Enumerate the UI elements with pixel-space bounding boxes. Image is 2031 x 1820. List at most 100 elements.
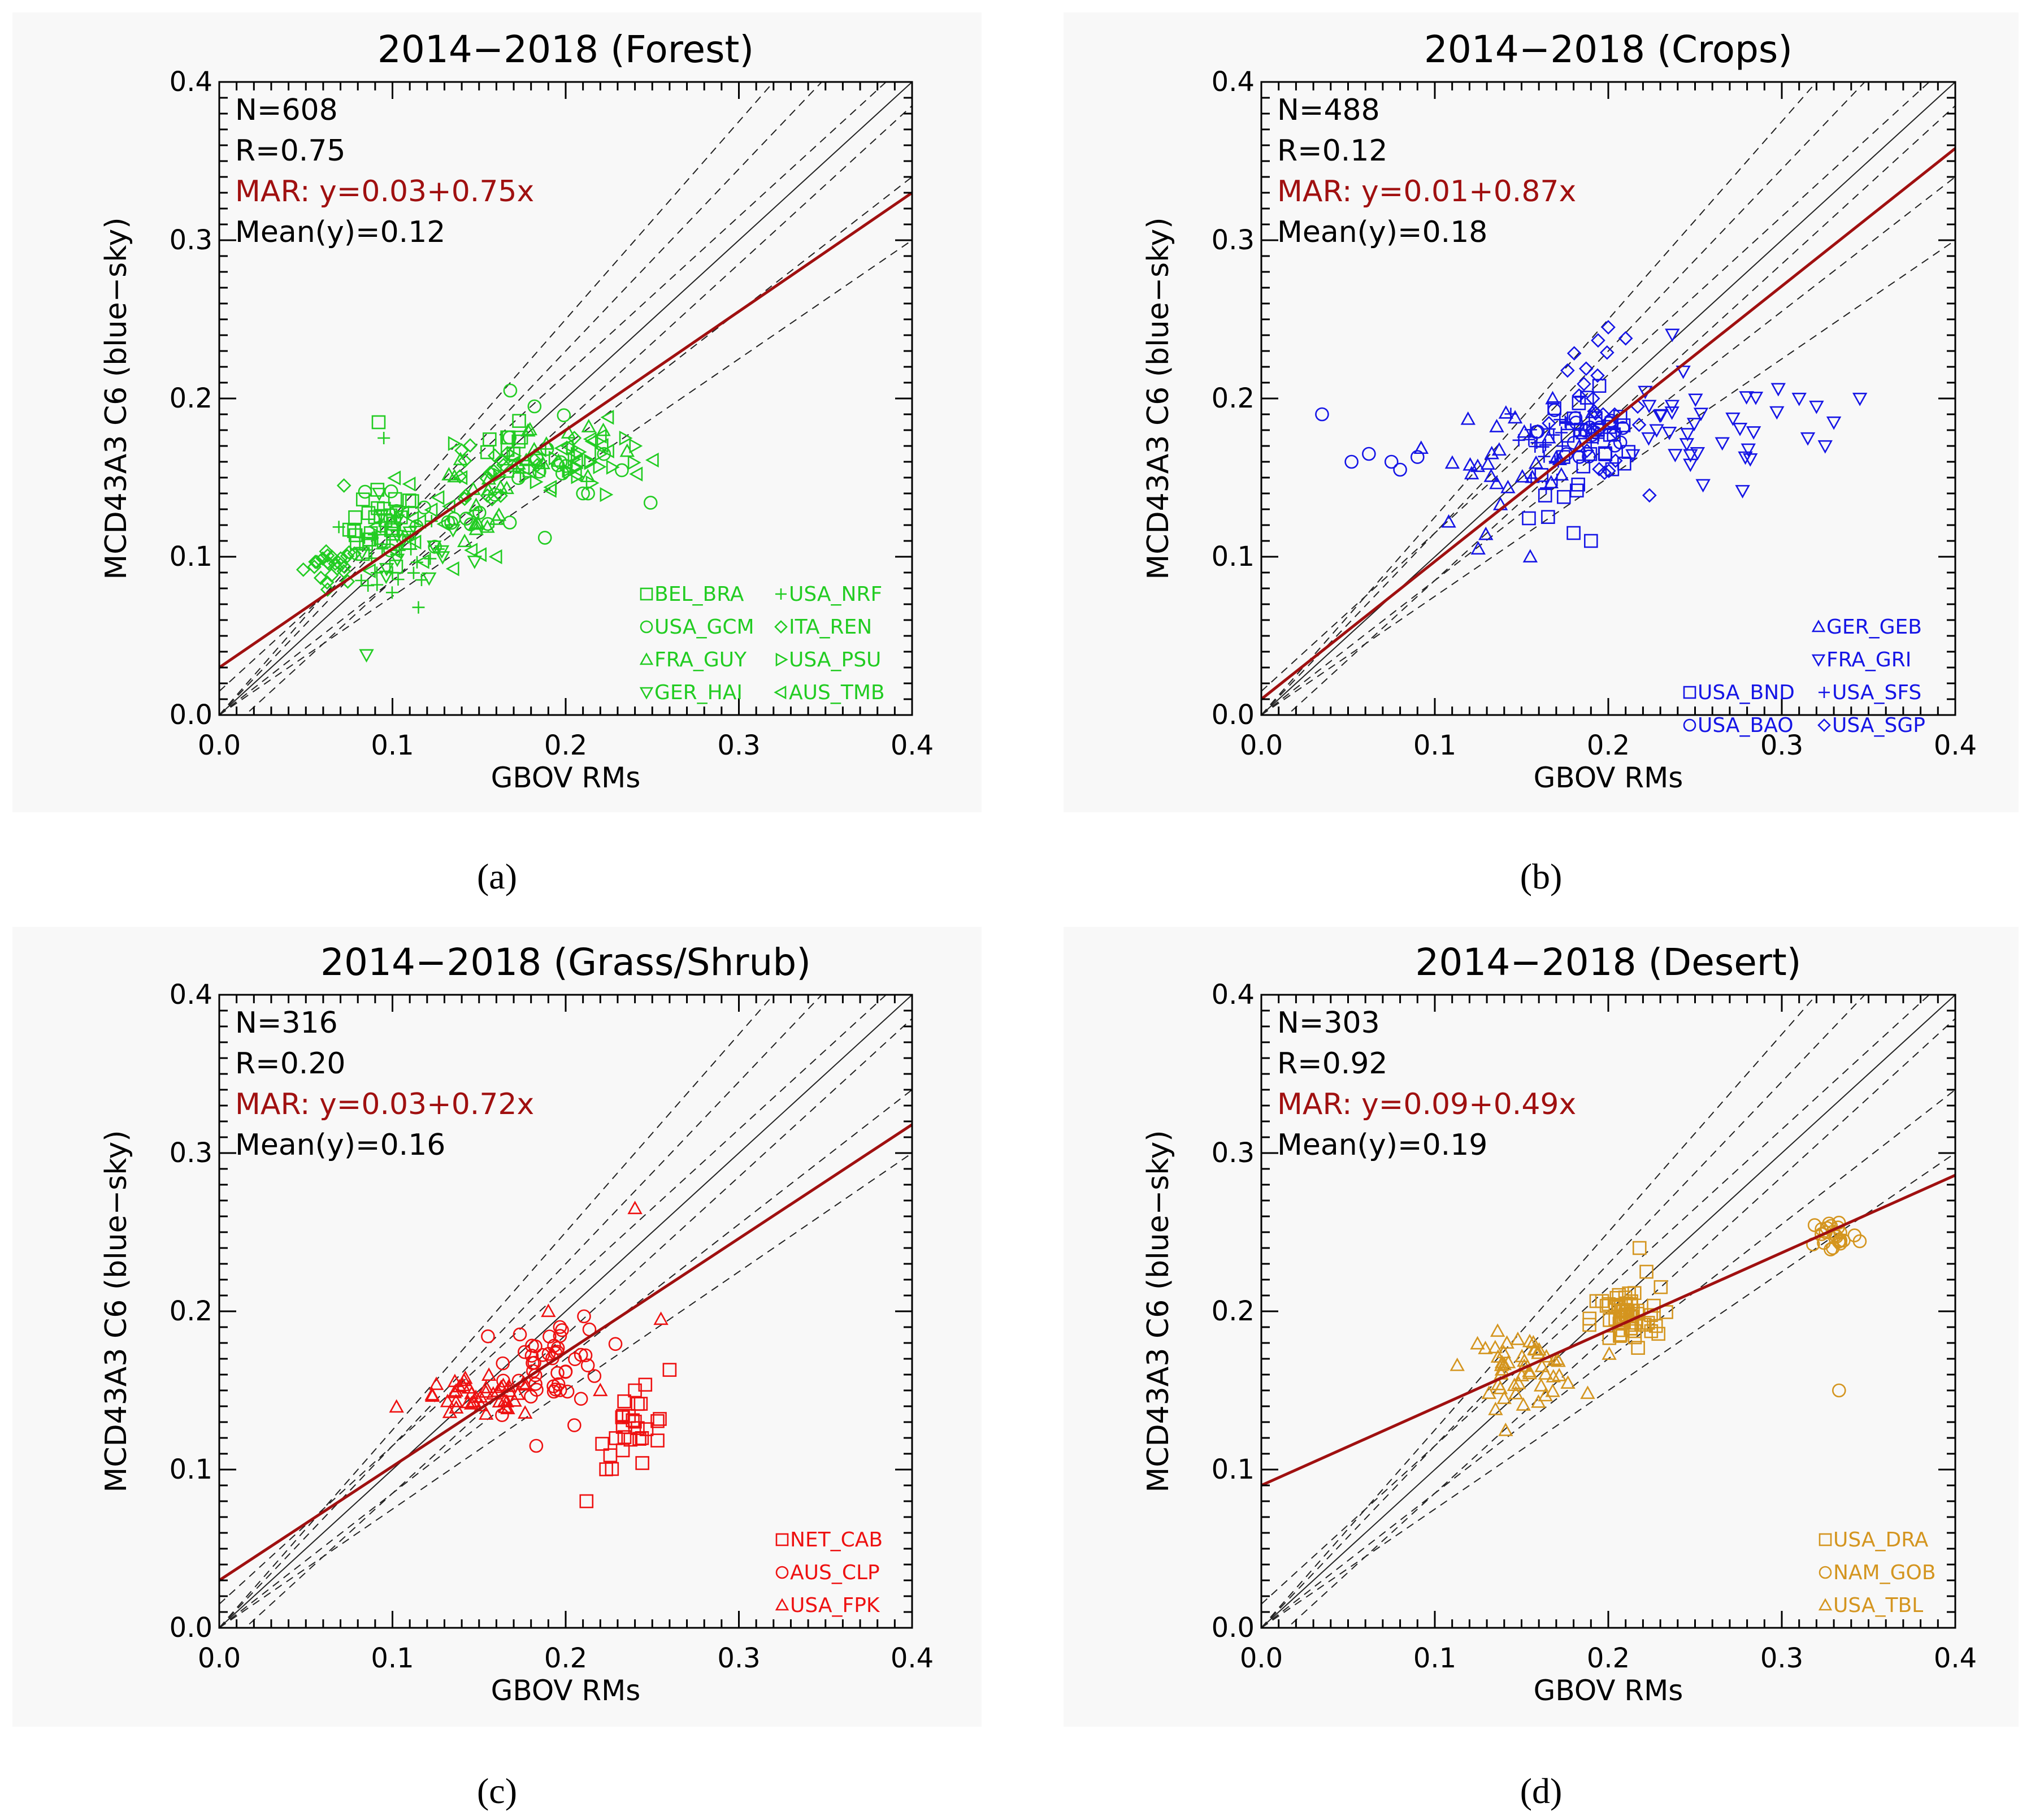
data-point-circle (1529, 425, 1543, 439)
data-point-triangle-up (479, 1380, 494, 1394)
data-point-circle (496, 1373, 510, 1388)
data-point-triangle-up (479, 1406, 494, 1420)
y-tick-label: 0.3 (170, 1137, 212, 1169)
data-point-circle (389, 504, 404, 518)
data-point-circle (1807, 1218, 1822, 1232)
data-point-plus (407, 566, 420, 579)
y-tick-label: 0.0 (170, 699, 212, 731)
data-point-triangle-up (1470, 541, 1486, 555)
data-point-circle (1411, 450, 1425, 464)
data-point-circle (528, 1377, 543, 1391)
data-point-triangle-down (1769, 406, 1785, 420)
legend-marker-square (640, 587, 653, 601)
data-point-triangle-up (428, 1376, 444, 1390)
data-point-circle (1582, 449, 1596, 464)
data-point-triangle-down (1680, 428, 1695, 442)
x-tick-label: 0.1 (371, 730, 414, 761)
data-point-triangle-up (1498, 405, 1514, 419)
data-point-triangle-up (1551, 1353, 1566, 1367)
data-point-square (405, 494, 419, 508)
data-point-square (362, 532, 377, 547)
data-point-square (368, 510, 383, 525)
data-point-triangle-up (1522, 549, 1538, 563)
data-point-square (1541, 510, 1555, 524)
y-tick-label: 0.3 (1212, 224, 1255, 256)
legend-marker-triangle-up (775, 1598, 789, 1611)
stat-r: R=0.92 (1277, 1047, 1387, 1081)
reference-dashed-line (244, 1018, 912, 1628)
data-point-diamond (1601, 320, 1616, 335)
data-point-square (1592, 379, 1607, 393)
data-point-diamond (493, 488, 508, 503)
data-point-triangle-down (1743, 453, 1758, 467)
data-point-circle (1315, 407, 1329, 422)
data-point-triangle-down (1852, 392, 1868, 406)
one-to-one-line (219, 82, 912, 715)
data-point-circle (530, 1383, 544, 1397)
data-point-triangle-up (498, 1399, 513, 1413)
chart-title: 2014−2018 (Grass/Shrub) (320, 941, 811, 984)
data-point-diamond (320, 582, 335, 597)
data-point-triangle-up (1496, 1390, 1512, 1405)
reference-dashed-line (1261, 240, 1955, 715)
stat-mean: Mean(y)=0.18 (1277, 215, 1487, 249)
data-point-triangle-up (1510, 1331, 1526, 1345)
data-point-circle (536, 1348, 550, 1362)
data-point-plus (377, 432, 390, 444)
data-point-square (595, 1437, 609, 1451)
reference-dashed-line (1286, 105, 1955, 715)
data-point-triangle-up (1538, 1366, 1553, 1380)
legend-marker-triangle-right (775, 652, 788, 667)
x-tick-label: 0.1 (1413, 1643, 1456, 1674)
data-point-circle (502, 515, 517, 530)
stat-r: R=0.12 (1277, 134, 1387, 168)
data-point-triangle-up (463, 1396, 479, 1410)
data-point-diamond (333, 551, 348, 566)
y-tick-label: 0.1 (1212, 1454, 1255, 1485)
plot-area (219, 995, 912, 1628)
data-point-triangle-up (1494, 1357, 1509, 1371)
data-point-triangle-up (1483, 469, 1499, 482)
data-point-square (617, 1394, 631, 1409)
data-point-circle (1831, 1220, 1845, 1234)
stat-mar-equation: MAR: y=0.09+0.49x (1277, 1087, 1576, 1121)
x-tick-label: 0.4 (1934, 1643, 1977, 1674)
data-point-triangle-down (1770, 383, 1786, 397)
legend-label: FRA_GUY (654, 648, 747, 671)
data-point-triangle-right (448, 436, 462, 451)
data-point-triangle-up (1531, 1394, 1546, 1408)
data-point-triangle-down (1625, 449, 1641, 463)
data-point-plus (1540, 482, 1553, 495)
regression-line (1261, 1173, 1955, 1487)
one-to-one-line (219, 995, 912, 1628)
data-point-plus (1504, 408, 1517, 421)
y-tick-label: 0.4 (170, 979, 212, 1011)
data-point-diamond (1591, 333, 1605, 348)
data-point-triangle-up (1500, 479, 1516, 493)
data-point-triangle-up (1441, 514, 1456, 528)
data-point-triangle-up (1450, 1357, 1465, 1371)
data-point-diamond (457, 453, 472, 469)
data-point-diamond (463, 438, 478, 453)
regression-line (1261, 147, 1955, 700)
data-point-triangle-up (551, 453, 566, 467)
data-point-triangle-right (619, 430, 633, 446)
data-point-circle (1384, 454, 1399, 469)
regression-line (219, 191, 912, 669)
data-point-triangle-left (402, 476, 416, 492)
data-point-triangle-up (653, 1311, 669, 1325)
data-point-triangle-up (596, 422, 611, 436)
data-point-triangle-down (1683, 449, 1698, 463)
legend-marker-circle (1683, 718, 1696, 732)
legend-marker-triangle-up (639, 652, 654, 665)
data-point-triangle-left (407, 534, 422, 550)
x-tick-label: 0.0 (198, 1643, 241, 1674)
data-point-triangle-up (1494, 1355, 1510, 1368)
legend-marker-diamond (774, 620, 788, 634)
data-point-diamond (341, 545, 357, 560)
data-point-circle (568, 1352, 582, 1367)
data-point-triangle-up (389, 1399, 404, 1413)
data-point-plus (1529, 440, 1542, 453)
data-point-triangle-up (1488, 1401, 1503, 1415)
